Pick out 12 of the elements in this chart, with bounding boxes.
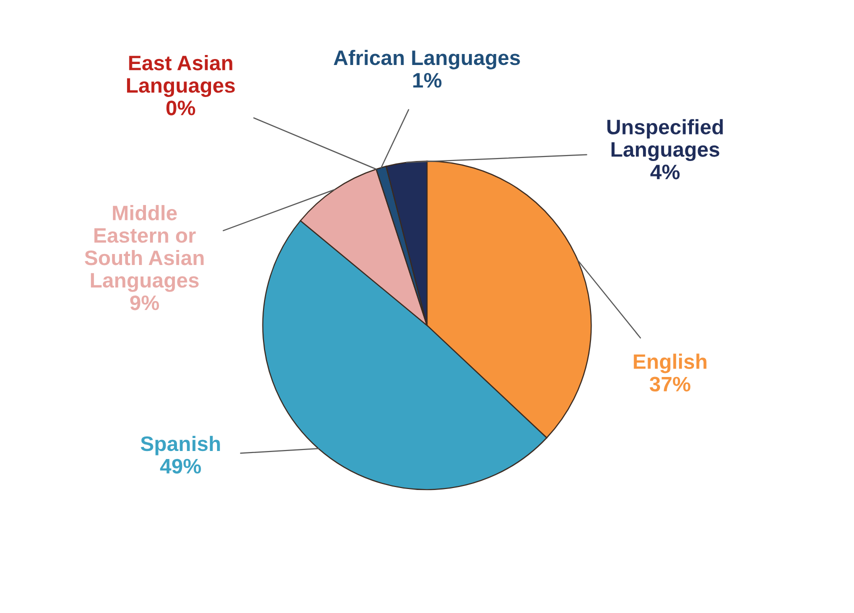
slice-label: African Languages	[334, 50, 520, 70]
data-label: 9%	[130, 295, 160, 310]
data-label: 1%	[413, 72, 442, 88]
data-label: 4%	[650, 164, 680, 180]
data-label: 37%	[650, 376, 690, 392]
slice-label: Spanish	[140, 436, 220, 456]
text: 0%	[166, 100, 196, 116]
data-label: 49%	[160, 458, 201, 474]
slice-label: Unspecified Languages	[607, 119, 723, 162]
category-label: East Asian Languages	[127, 55, 235, 98]
slice-label: English	[634, 354, 706, 374]
slice-label: Middle Eastern or South Asian Languages	[84, 205, 204, 292]
